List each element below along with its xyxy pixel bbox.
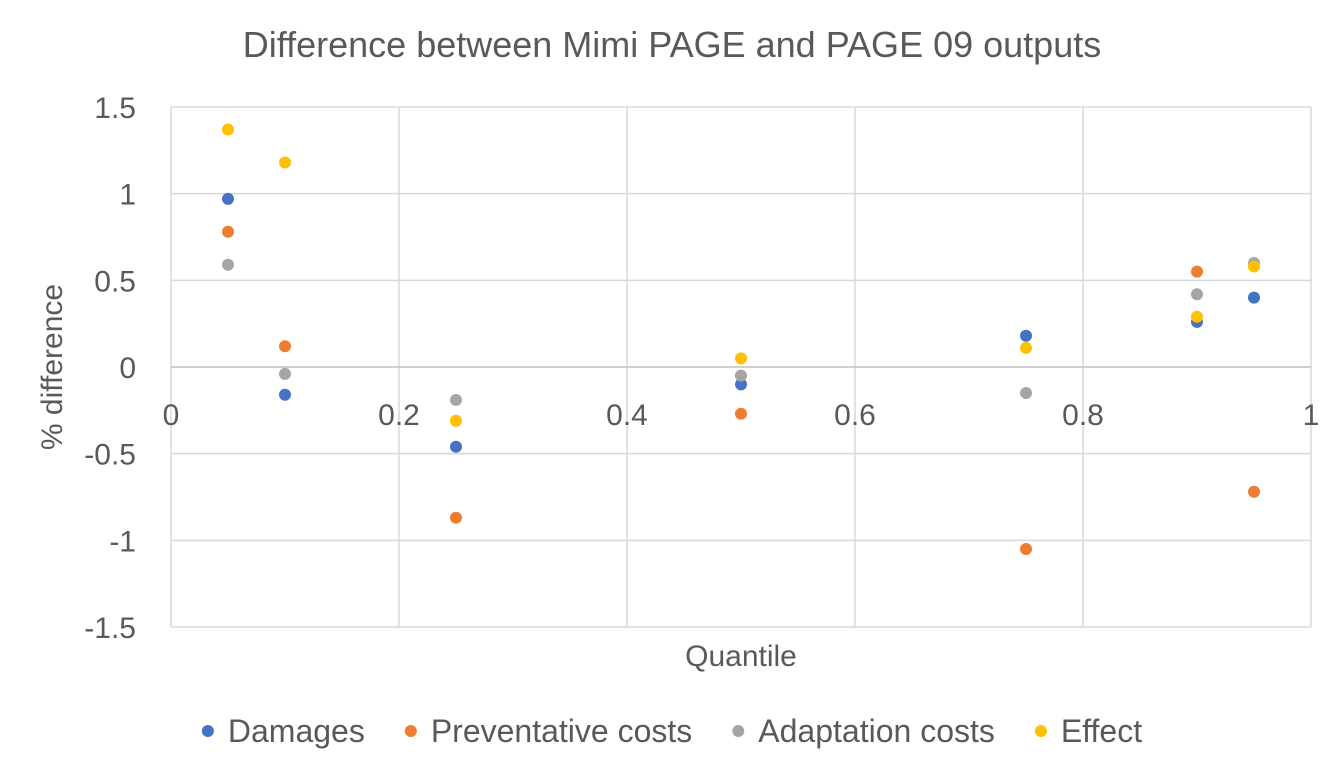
legend-marker (1034, 725, 1047, 737)
x-tick-label: 0 (163, 399, 180, 432)
y-tick-label: -1.5 (84, 612, 136, 645)
legend-marker (732, 725, 745, 737)
y-tick-label: 1 (119, 179, 136, 212)
data-point (1020, 387, 1032, 399)
data-points (222, 123, 1260, 555)
legend-label: Effect (1061, 713, 1142, 749)
data-point (1248, 485, 1260, 498)
legend-label: Adaptation costs (758, 713, 995, 749)
legend-marker (201, 725, 214, 737)
y-tick-label: -1 (109, 525, 136, 558)
data-point (1191, 310, 1203, 323)
legend-item: Damages (201, 713, 365, 749)
x-tick-label: 0.4 (606, 399, 648, 432)
data-point (1191, 288, 1203, 301)
legend-item: Preventative costs (404, 713, 692, 749)
data-point (222, 192, 234, 205)
y-tick-label: 0 (119, 352, 136, 385)
data-point (1248, 291, 1260, 304)
x-tick-label: 0.2 (378, 399, 420, 432)
data-point (279, 367, 291, 380)
legend-marker (404, 725, 417, 737)
chart-title: Difference between Mimi PAGE and PAGE 09… (243, 24, 1101, 65)
data-point (735, 352, 747, 365)
data-point (279, 340, 291, 353)
x-tick-label: 0.8 (1062, 399, 1104, 432)
data-point (450, 393, 462, 406)
legend-label: Damages (228, 713, 365, 749)
data-point (1191, 265, 1203, 278)
data-point (279, 156, 291, 169)
data-point (735, 407, 747, 420)
data-point (279, 388, 291, 401)
y-tick-label: -0.5 (84, 439, 136, 472)
legend-item: Effect (1034, 713, 1142, 749)
y-tick-label: 1.5 (94, 92, 136, 125)
gridlines (170, 106, 1312, 628)
data-point (450, 511, 462, 524)
data-point (1248, 260, 1260, 273)
data-point (735, 369, 747, 382)
data-point (222, 225, 234, 238)
legend-item: Adaptation costs (732, 713, 995, 749)
tick-labels: 1.5 1 0.5 0 -0.5 -1 -1.5 0 0.2 0.4 0.6 0.8 1 (84, 92, 1319, 645)
legend-label: Preventative costs (431, 713, 692, 749)
y-axis-label: % difference (36, 284, 69, 450)
data-point (1020, 543, 1032, 555)
x-axis-label: Quantile (685, 640, 797, 673)
data-point (450, 414, 462, 427)
data-point (450, 440, 462, 453)
data-point (222, 258, 234, 271)
data-point (735, 378, 747, 391)
x-tick-label: 1 (1303, 399, 1320, 432)
legend: Damages Preventative costs Adaptation cost… (201, 713, 1142, 749)
data-point (1020, 329, 1032, 342)
x-tick-label: 0.6 (834, 399, 876, 432)
data-point (1020, 341, 1032, 354)
data-point (222, 123, 234, 136)
y-tick-label: 0.5 (94, 265, 136, 298)
